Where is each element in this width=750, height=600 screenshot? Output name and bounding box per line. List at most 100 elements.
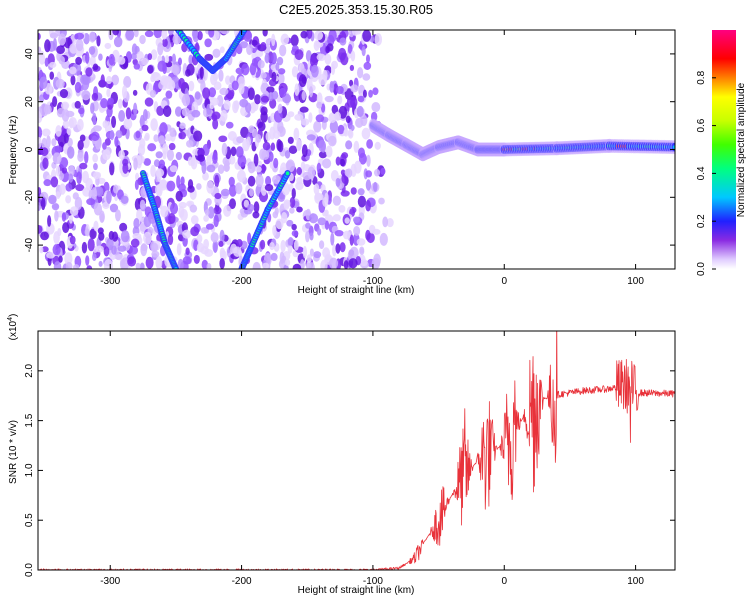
spectrogram-noise-cell (55, 125, 62, 137)
spectrogram-noise-cell (67, 146, 75, 159)
spectrogram-noise-cell (118, 150, 125, 160)
spectrogram-noise-cell (167, 30, 174, 36)
spectrogram-noise-cell (59, 157, 69, 169)
spectrogram-noise-cell (125, 30, 135, 41)
spectrogram-noise-cell (38, 126, 43, 139)
spectrogram-noise-cell (260, 72, 267, 79)
spectrogram-noise-cell (188, 54, 193, 65)
spectrogram-noise-cell (277, 103, 283, 114)
spectrogram-y-label: Frequency (Hz) (8, 116, 19, 185)
spectrogram-noise-cell (292, 263, 302, 269)
spectrogram-noise-cell (106, 75, 113, 85)
spectrogram-noise-cell (111, 245, 117, 255)
spectrogram-noise-cell (318, 139, 326, 152)
spectrogram-noise-cell (43, 179, 52, 187)
spectrogram-noise-cell (241, 63, 250, 76)
spectrogram-noise-cell (365, 229, 371, 241)
spectrogram-noise-cell (185, 247, 190, 256)
spectrogram-noise-cell (80, 74, 89, 85)
spectrogram-noise-cell (65, 183, 73, 192)
spectrogram-noise-cell (74, 32, 85, 40)
spectrogram-noise-cell (151, 250, 160, 258)
spectrogram-noise-cell (190, 226, 200, 237)
spectrogram-noise-cell (186, 140, 194, 148)
spectrogram-noise-cell (335, 177, 341, 188)
spectrogram-noise-cell (66, 128, 72, 136)
spectrogram-noise-cell (85, 177, 94, 191)
spectrogram-noise-cell (58, 255, 63, 263)
spectrogram-noise-cell (271, 52, 277, 65)
spectrogram-noise-cell (309, 55, 318, 68)
spectrogram-noise-cell (134, 198, 142, 211)
spectrogram-noise-cell (219, 257, 225, 269)
spectrogram-noise-cell (332, 214, 341, 222)
spectrogram-noise-cell (84, 151, 89, 164)
spectrogram-noise-cell (271, 33, 276, 47)
spectrogram-x-tick-label: 0 (501, 276, 507, 287)
spectrogram-noise-cell (74, 81, 82, 93)
spectrogram-noise-cell (287, 111, 295, 118)
spectrogram-noise-cell (206, 180, 215, 194)
spectrogram-noise-cell (243, 199, 250, 208)
spectrogram-noise-cell (360, 114, 368, 127)
spectrogram-noise-cell (117, 56, 126, 65)
spectrogram-noise-cell (331, 104, 339, 114)
spectrogram-noise-cell (299, 106, 309, 113)
spectrogram-noise-cell (365, 170, 373, 178)
spectrogram-noise-cell (140, 243, 148, 257)
spectrogram-noise-cell (223, 205, 232, 217)
spectrogram-noise-cell (182, 229, 191, 239)
spectrogram-y-ticks: -40 -20 0 20 40 (24, 48, 675, 252)
colorbar-ticks: 0.0 0.2 0.4 0.6 0.8 (696, 70, 716, 276)
spectrogram-noise-cell (237, 155, 247, 167)
spectrogram-noise-cell (254, 166, 262, 173)
spectrogram-noise-cell (48, 194, 57, 205)
snr-y-tick-label: 1.5 (24, 413, 35, 427)
spectrogram-noise-cell (317, 217, 327, 226)
spectrogram-noise-cell (93, 171, 101, 180)
spectrogram-noise-cell (341, 152, 349, 159)
spectrogram-noise-cell (64, 252, 73, 266)
arc-outer-cell (172, 22, 178, 29)
spectrogram-noise-cell (123, 76, 132, 88)
spectrogram-noise-cell (362, 30, 372, 42)
spectrogram-noise-cell (133, 63, 141, 70)
spectrogram-noise-cell (318, 151, 328, 159)
colorbar-tick-label: 0.4 (696, 166, 707, 180)
spectrogram-noise-cell (339, 37, 347, 46)
spectrogram-noise-cell (149, 89, 156, 98)
spectrogram-noise-cell (163, 105, 172, 117)
spectrogram-noise-cell (52, 152, 62, 165)
spectrogram-noise-cell (316, 101, 323, 109)
spectrogram-noise-cell (100, 97, 108, 109)
colorbar-tick-label: 0.8 (696, 70, 707, 84)
spectrogram-noise-cell (68, 173, 74, 183)
spectrogram-x-ticks: -300 -200 -100 0 100 (100, 30, 644, 287)
spectrogram-noise-cell (318, 73, 328, 86)
spectrogram-noise-cell (141, 124, 149, 132)
spectrogram-noise-cell (366, 154, 371, 167)
spectrogram-noise-cell (51, 138, 57, 147)
spectrogram-noise-cell (98, 260, 103, 267)
spectrogram-noise-cell (136, 208, 143, 222)
spectrogram-noise-cell (214, 174, 220, 188)
spectrogram-noise-cell (386, 218, 394, 228)
spectrogram-noise-cell (239, 98, 249, 108)
spectrogram-noise-cell (343, 128, 349, 137)
spectrogram-noise-cell (86, 198, 96, 206)
spectrogram-noise-cell (251, 39, 258, 46)
spectrogram-noise-cell (169, 202, 179, 215)
spectrogram-noise-cell (194, 91, 201, 100)
arc-outer-cell (168, 17, 174, 24)
spectrogram-noise-cell (93, 163, 98, 171)
spectrogram-noise-cell (210, 73, 218, 86)
figure-title: C2E5.2025.353.15.30.R05 (279, 2, 433, 17)
spectrogram-noise-cell (219, 87, 229, 96)
spectrogram-noise-cell (344, 217, 350, 224)
spectrogram-noise-cell (155, 256, 163, 269)
spectrogram-noise-cell (153, 134, 159, 142)
spectrogram-noise-cell (150, 74, 156, 83)
spectrogram-noise-cell (95, 245, 104, 253)
colorbar-label: Normalized spectral amplitude (736, 82, 747, 217)
spectrogram-noise-cell (372, 87, 379, 96)
